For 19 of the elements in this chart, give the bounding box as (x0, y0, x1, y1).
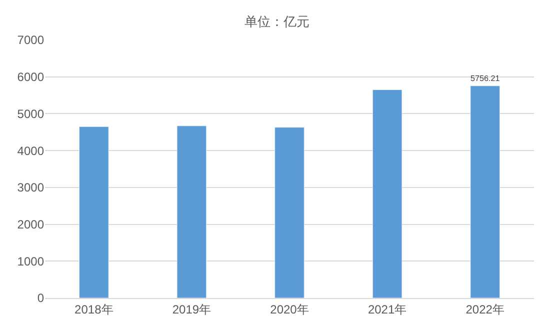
y-tick-label: 4000 (17, 144, 44, 158)
y-tick-label: 0 (37, 291, 44, 306)
x-tick-label: 2021年 (368, 302, 407, 316)
y-tick-label: 1000 (17, 254, 44, 268)
bar (274, 127, 304, 298)
x-tick-label: 2019年 (172, 302, 212, 316)
chart-title: 单位：亿元 (244, 14, 310, 29)
y-tick-label: 6000 (17, 70, 44, 84)
x-tick-label: 2022年 (466, 302, 504, 316)
bar (78, 126, 109, 298)
y-tick-label: 5000 (17, 106, 44, 121)
y-tick-label: 7000 (17, 33, 44, 48)
x-tick-label: 2020年 (270, 302, 309, 316)
y-tick-label: 2000 (17, 217, 44, 232)
bar (372, 90, 402, 298)
bar (176, 126, 207, 298)
x-tick-label: 2018年 (74, 302, 114, 316)
bar (470, 86, 500, 298)
y-tick-label: 3000 (17, 180, 44, 195)
